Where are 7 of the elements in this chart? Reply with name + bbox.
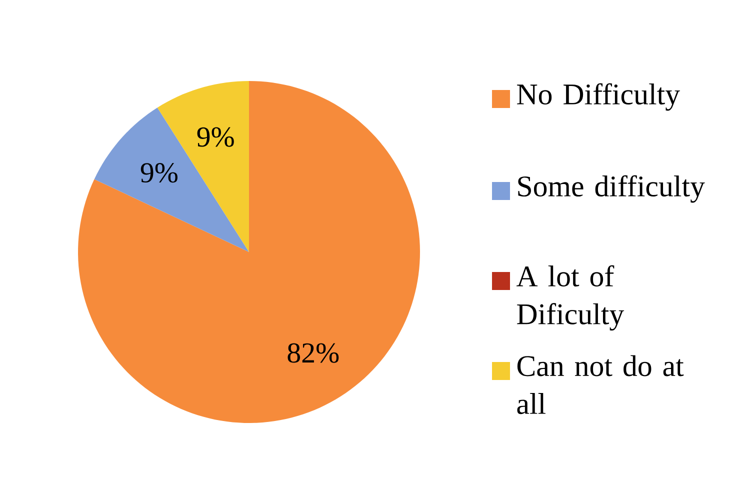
legend-label: A lot of Dificulty [516, 265, 624, 331]
data-label: 9% [197, 127, 234, 147]
data-label: 82% [288, 343, 339, 363]
legend-label: Can not do at all [517, 355, 684, 414]
legend-label: Some difficulty [518, 175, 705, 203]
data-label: 9% [140, 163, 178, 183]
legend-label: No Difficulty [517, 83, 680, 111]
